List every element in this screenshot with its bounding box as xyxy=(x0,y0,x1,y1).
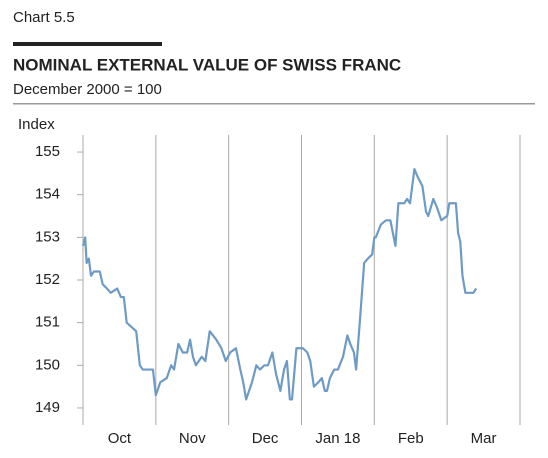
x-tick-label: Jan 18 xyxy=(315,430,360,447)
y-tick-label: 153 xyxy=(35,228,60,245)
x-tick-label: Feb xyxy=(398,430,424,447)
x-tick-label: Nov xyxy=(179,430,206,447)
y-tick-label: 154 xyxy=(35,186,60,203)
x-tick-label: Dec xyxy=(252,430,279,447)
y-tick-label: 150 xyxy=(35,356,60,373)
chart-subtitle: December 2000 = 100 xyxy=(13,81,162,98)
header-rule xyxy=(13,103,535,105)
chart-title: NOMINAL EXTERNAL VALUE OF SWISS FRANC xyxy=(13,55,401,74)
y-tick-label: 152 xyxy=(35,271,60,288)
y-tick-label: 151 xyxy=(35,314,60,331)
line xyxy=(81,168,478,401)
chart-label: Chart 5.5 xyxy=(13,9,75,26)
y-axis-label: Index xyxy=(18,116,55,133)
label-rule xyxy=(13,42,162,46)
x-tick-label: Mar xyxy=(471,430,497,447)
y-tick-label: 149 xyxy=(35,399,60,416)
x-tick-label: Oct xyxy=(108,430,132,447)
y-tick-label: 155 xyxy=(35,143,60,160)
